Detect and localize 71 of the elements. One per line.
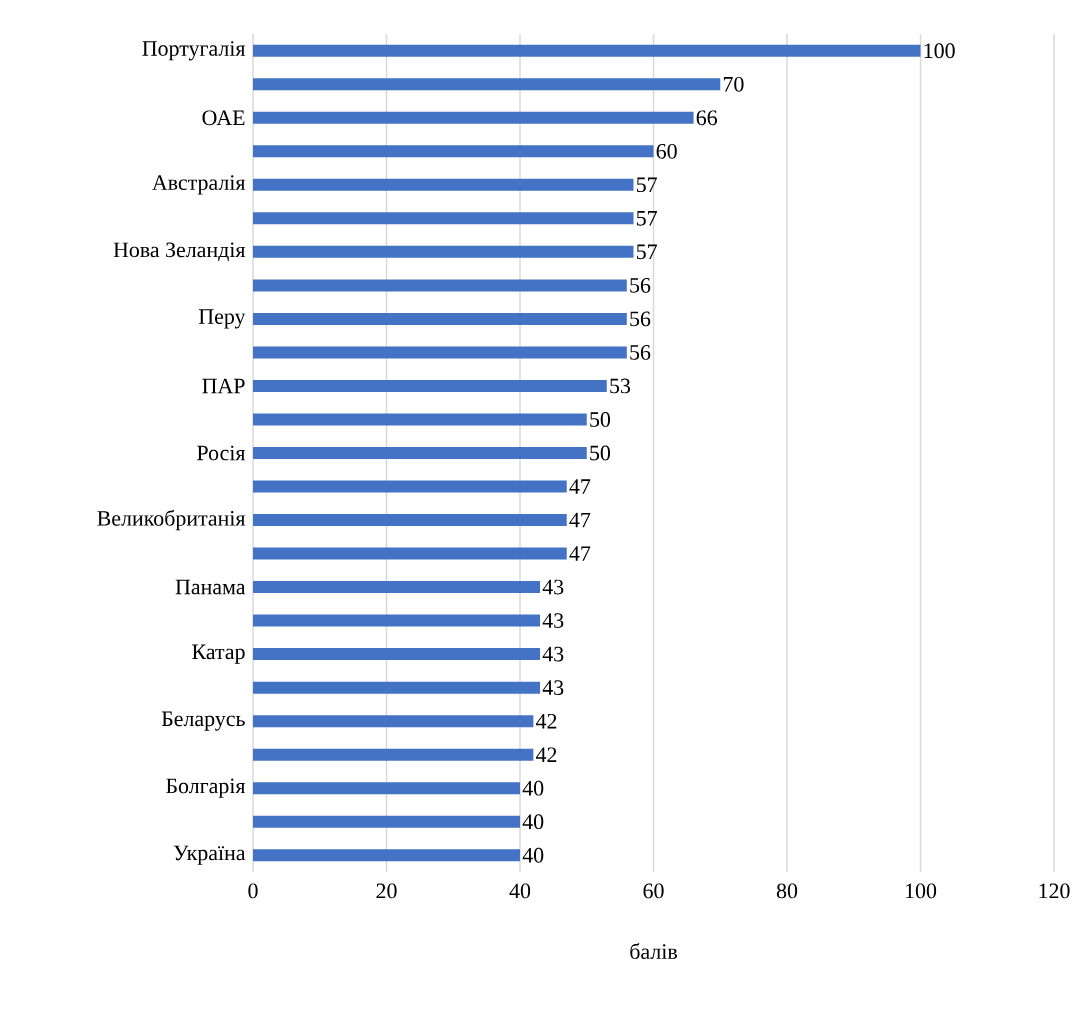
- data-label: 66: [696, 110, 718, 126]
- x-tick-label: 120: [1039, 883, 1070, 899]
- bar: [253, 681, 541, 694]
- y-tick-label: ПАР: [202, 378, 245, 394]
- data-label: 57: [636, 244, 657, 260]
- data-label: 53: [610, 378, 631, 394]
- data-label: 47: [569, 546, 591, 561]
- data-label: 42: [535, 747, 557, 762]
- data-label: 100: [924, 43, 955, 59]
- data-label: 40: [522, 780, 544, 796]
- y-tick-label: Великобританія: [97, 509, 246, 531]
- bar: [253, 648, 541, 661]
- bar: [253, 212, 634, 225]
- data-label: 47: [569, 479, 591, 494]
- data-label: 47: [569, 512, 591, 528]
- bar: [253, 379, 607, 392]
- y-tick-label: Катар: [192, 644, 245, 664]
- data-label: 56: [630, 345, 651, 360]
- data-label: 43: [542, 680, 564, 695]
- bar: [253, 748, 534, 761]
- bar: [253, 279, 627, 292]
- data-label: 43: [542, 579, 564, 595]
- bar: [253, 614, 541, 627]
- data-label: 57: [636, 177, 657, 193]
- bar: [253, 346, 627, 359]
- bar: [253, 111, 694, 124]
- bar: [253, 178, 634, 191]
- data-label: 57: [636, 211, 657, 226]
- y-tick-label: ОАЕ: [202, 110, 245, 126]
- bar: [253, 78, 721, 91]
- bar: [253, 145, 654, 158]
- y-tick-label: Болгарія: [166, 778, 246, 798]
- data-label: 40: [522, 847, 544, 863]
- x-tick-label: 20: [376, 883, 397, 899]
- bar: [253, 581, 541, 594]
- data-label: 42: [535, 713, 557, 729]
- x-tick-label: 100: [906, 883, 937, 899]
- bar: [253, 715, 534, 728]
- y-tick-label: Нова Зеландія: [113, 242, 246, 262]
- y-tick-label: Перу: [198, 309, 246, 329]
- y-tick-label: Австралія: [152, 175, 246, 195]
- bar: [253, 782, 521, 795]
- bar: [253, 312, 627, 325]
- bar: [253, 514, 567, 527]
- y-tick-label: Панама: [175, 579, 246, 595]
- x-tick-label: 60: [643, 883, 664, 899]
- x-tick-label: 0: [248, 883, 258, 899]
- bar: [253, 446, 587, 459]
- data-label: 50: [590, 412, 611, 427]
- y-tick-label: Португалія: [142, 41, 246, 61]
- x-axis-title: балів: [630, 943, 677, 960]
- data-label: 56: [630, 278, 651, 293]
- bar: [253, 547, 567, 560]
- y-tick-label: Беларусь: [161, 711, 245, 731]
- data-label: 50: [590, 445, 611, 461]
- bar: [253, 413, 587, 426]
- data-label: 60: [656, 143, 677, 159]
- y-tick-label: Росія: [197, 445, 246, 461]
- bar: [253, 815, 521, 828]
- y-tick-label: Україна: [173, 845, 246, 865]
- data-label: 40: [522, 814, 544, 830]
- x-tick-label: 40: [509, 883, 531, 899]
- data-label: 56: [630, 311, 651, 327]
- data-label: 43: [542, 613, 564, 628]
- data-label: 43: [542, 646, 564, 662]
- x-tick-label: 80: [776, 883, 798, 899]
- bar: [253, 849, 521, 862]
- data-label: 70: [723, 76, 744, 92]
- bar: [253, 245, 634, 258]
- bar: [253, 480, 567, 493]
- bar: [253, 44, 921, 57]
